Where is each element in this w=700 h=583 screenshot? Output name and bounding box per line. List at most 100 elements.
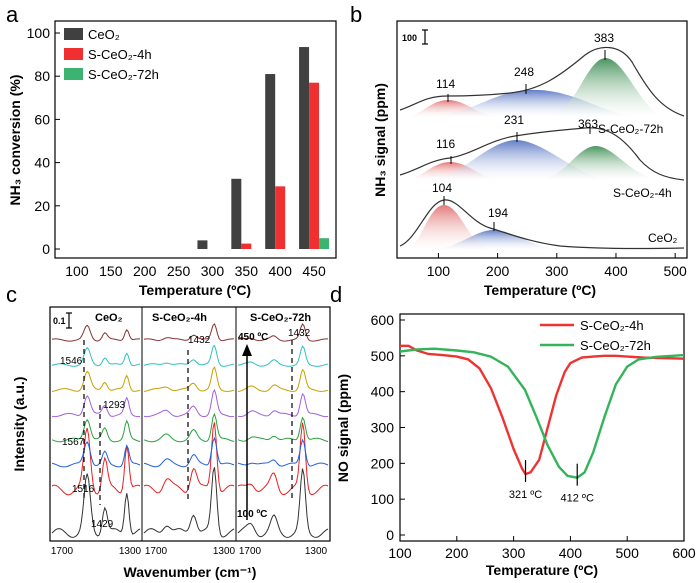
- bar-400-series-1: [275, 186, 286, 249]
- c-spectrum-6-panel-0: [51, 346, 141, 367]
- c-xtick-3: 1700: [145, 546, 168, 557]
- d-y-tick-label-500: 500: [371, 348, 395, 364]
- panel-c-spectra: [51, 323, 329, 538]
- panel-c-plot-frame: [49, 306, 331, 542]
- d-y-tick-label-600: 600: [371, 312, 395, 328]
- panel-a-legend: CeO₂ S-CeO₂-4h S-CeO₂-72h: [64, 27, 159, 82]
- c-label-1546: 1546: [60, 356, 83, 367]
- bar-300-series-0: [197, 240, 208, 249]
- d-legend-label-1: S-CeO₂-72h: [580, 338, 651, 353]
- b-x-tick-label-200: 200: [486, 263, 510, 279]
- panel-c-subpanel-4h: S-CeO₂-4h: [152, 312, 207, 324]
- b-x-tick-label-300: 300: [545, 263, 569, 279]
- x-tick-label-100: 100: [65, 263, 89, 279]
- panel-d-y-label: NO signal (ppm): [335, 374, 351, 482]
- panel-a-x-ticks: 100 150 200 250 300 350 400 450: [65, 263, 326, 279]
- c-spectrum-1-panel-2: [237, 422, 329, 496]
- panel-c-scale-label: 0.1: [53, 316, 66, 326]
- d-y-tick-label-100: 100: [371, 491, 395, 507]
- panel-d-line-chart: 0 100 200 300 400 500 600 100 200 300 400 500 600 S…: [335, 312, 696, 578]
- b-4h-peak-363: [535, 146, 660, 180]
- c-spectrum-1-panel-0: [51, 427, 141, 496]
- panel-d-x-ticks: 100 200 300 400 500 600: [388, 536, 696, 561]
- c-spectrum-0-panel-1: [143, 467, 235, 538]
- legend-swatch-2: [64, 68, 83, 80]
- c-spectrum-7-panel-2: [237, 323, 328, 342]
- d-min-label-1: 412 ºC: [561, 493, 594, 505]
- d-x-tick-label-300: 300: [502, 545, 526, 561]
- d-series-line-0: [400, 344, 685, 476]
- x-tick-label-350: 350: [235, 263, 259, 279]
- c-spectrum-2-panel-2: [237, 438, 329, 467]
- panel-d-x-label: Temperature (ºC): [486, 562, 598, 578]
- panel-label-a: a: [6, 2, 19, 27]
- c-spectrum-6-panel-2: [237, 345, 329, 367]
- b-ceo2-peak-label-104: 104: [432, 181, 452, 195]
- c-spectrum-2-panel-1: [143, 436, 235, 468]
- b-4h-series-label: S-CeO₂-4h: [613, 186, 672, 200]
- d-x-tick-label-200: 200: [445, 545, 469, 561]
- c-spectrum-0-panel-0: [51, 473, 141, 538]
- panel-c-ir-chart: CeO₂ S-CeO₂-4h S-CeO₂-72h 0.1 450 ºC 100…: [11, 306, 331, 580]
- b-4h-peak-label-231: 231: [504, 113, 524, 127]
- x-tick-label-300: 300: [201, 263, 225, 279]
- panel-c-subpanel-72h: S-CeO₂-72h: [250, 312, 311, 324]
- c-spectrum-2-panel-0: [51, 441, 141, 468]
- d-x-tick-label-600: 600: [672, 545, 696, 561]
- c-spectrum-1-panel-1: [143, 422, 235, 494]
- y-tick-label-80: 80: [34, 68, 50, 84]
- c-spectrum-6-panel-1: [143, 344, 235, 367]
- c-xtick-1: 1700: [51, 546, 74, 557]
- panel-b-x-label: Temperature (ºC): [484, 282, 596, 298]
- b-72h-peak-label-114: 114: [436, 77, 455, 91]
- panel-d-series-lines: [399, 344, 685, 479]
- panel-c-subpanel-ceo2: CeO₂: [95, 312, 123, 324]
- c-spectrum-5-panel-1: [143, 366, 235, 392]
- b-ceo2-envelope: [399, 199, 685, 250]
- b-72h-peak-383: [545, 58, 665, 117]
- c-xtick-6: 1300: [305, 546, 328, 557]
- d-x-tick-label-100: 100: [388, 545, 412, 561]
- panel-a-plot-frame: [54, 20, 337, 259]
- panel-label-d: d: [330, 282, 342, 307]
- b-72h-envelope: [399, 47, 685, 117]
- panel-a-y-ticks: 0 20 40 60 80 100: [27, 25, 60, 257]
- panel-b-scale-label: 100: [402, 33, 417, 43]
- d-x-tick-label-400: 400: [559, 545, 583, 561]
- panel-c-y-label: Intensity (a.u.): [11, 377, 27, 472]
- bar-450-series-2: [319, 238, 330, 249]
- d-min-label-0: 321 ºC: [509, 489, 542, 501]
- b-ceo2-series-label: CeO₂: [648, 231, 678, 245]
- d-y-tick-label-400: 400: [371, 384, 395, 400]
- panel-c-label-450C: 450 ºC: [238, 332, 268, 343]
- b-x-tick-label-100: 100: [427, 263, 451, 279]
- bar-350-series-1: [241, 243, 252, 249]
- c-spectrum-7-panel-1: [143, 323, 234, 342]
- c-xtick-5: 1700: [239, 546, 262, 557]
- d-y-tick-label-0: 0: [386, 527, 394, 543]
- y-tick-label-40: 40: [34, 155, 50, 171]
- panel-a-bars: [197, 47, 330, 250]
- b-ceo2-peak-194: [430, 230, 560, 250]
- x-tick-label-400: 400: [269, 263, 293, 279]
- c-label-1516: 1516: [72, 484, 95, 495]
- c-spectrum-4-panel-1: [143, 388, 235, 418]
- b-72h-peak-label-248: 248: [514, 65, 534, 79]
- b-4h-envelope: [399, 127, 685, 181]
- legend-swatch-1: [64, 48, 83, 60]
- panel-label-b: b: [350, 2, 362, 27]
- y-tick-label-100: 100: [27, 25, 51, 41]
- b-72h-peak-label-383: 383: [594, 31, 614, 45]
- c-spectrum-7-panel-0: [51, 324, 140, 342]
- panel-d-y-ticks: 0 100 200 300 400 500 600: [371, 312, 405, 543]
- legend-swatch-0: [64, 28, 83, 40]
- c-spectrum-3-panel-0: [51, 418, 141, 443]
- y-tick-label-0: 0: [42, 241, 50, 257]
- b-4h-peak-label-116: 116: [436, 137, 455, 151]
- legend-label-0: CeO₂: [88, 27, 120, 42]
- c-label-1432-4h: 1432: [188, 335, 211, 346]
- y-tick-label-20: 20: [34, 198, 50, 214]
- d-y-tick-label-300: 300: [371, 420, 395, 436]
- c-spectrum-4-panel-2: [237, 392, 329, 418]
